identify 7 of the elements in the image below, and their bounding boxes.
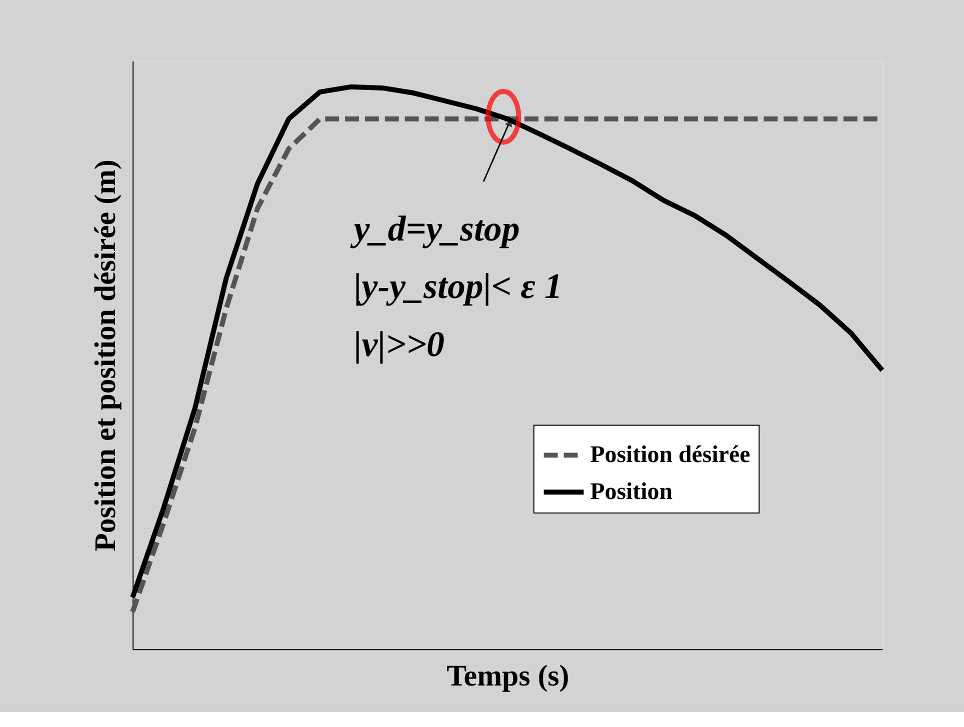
annotation: |v|>>0 [354, 324, 445, 364]
annotation: |y-y_stop|< ε 1 [354, 266, 562, 306]
y-axis-title: Position et position désirée (m) [89, 160, 122, 552]
annotation: y_d=y_stop [350, 208, 520, 248]
legend-label: Position désirée [590, 442, 750, 468]
legend-label: Position [590, 479, 673, 506]
x-axis-title: Temps (s) [446, 659, 570, 692]
